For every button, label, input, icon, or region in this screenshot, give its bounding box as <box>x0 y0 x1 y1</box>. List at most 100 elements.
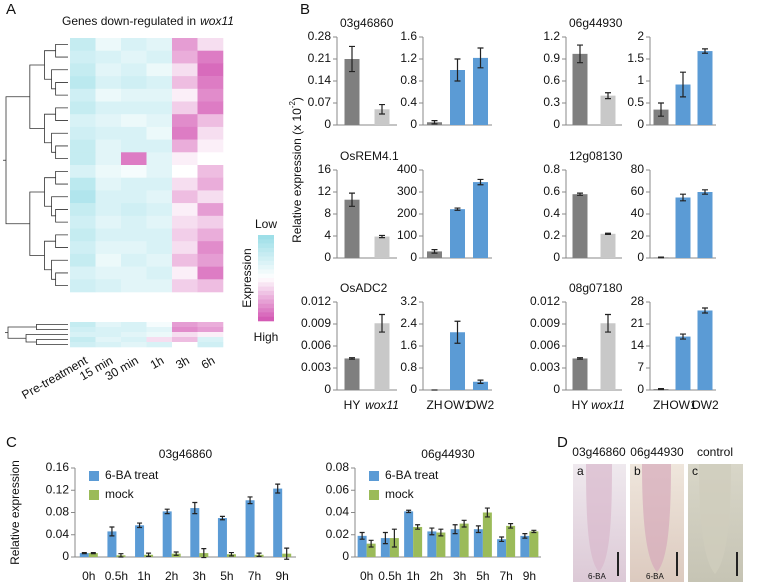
error-bar <box>461 519 467 528</box>
heatmap-cell <box>197 190 224 204</box>
heatmap-cell <box>197 253 224 267</box>
error-bar <box>109 526 115 537</box>
y-tick-label: 0.08 <box>46 505 70 519</box>
micrograph-panels: 03g46860 06g44930 control a b c 6-BA 6-B… <box>572 445 743 582</box>
heatmap-cell <box>197 50 224 64</box>
bar <box>675 197 691 258</box>
bar <box>697 310 713 390</box>
y-tick-label: 21 <box>631 316 645 330</box>
error-bar <box>379 103 385 115</box>
y-tick-label: 0.8 <box>543 162 560 176</box>
y-tick-label: 0.003 <box>530 360 560 374</box>
image-note: 6-BA <box>588 572 606 581</box>
colorbar-step <box>258 256 274 262</box>
dendrogram-branch <box>5 96 30 225</box>
heatmap-cell <box>146 228 173 242</box>
heatmap-cell <box>70 327 96 333</box>
error-bar <box>368 539 374 548</box>
heatmap-cell <box>146 165 173 178</box>
heatmap-cell <box>121 332 147 338</box>
bar <box>413 526 423 557</box>
heatmap-cell <box>172 253 198 267</box>
bar <box>135 525 145 557</box>
y-tick-label: 0 <box>324 382 331 396</box>
root-shape <box>586 464 612 572</box>
colorbar-label: Expression <box>240 248 254 307</box>
heatmap-cell <box>70 266 96 280</box>
column-label: 1h <box>148 353 167 372</box>
x-tick-label: 7h <box>499 569 512 583</box>
y-tick-label: 0.28 <box>308 29 332 43</box>
dendrogram-branch <box>51 259 68 280</box>
dendrogram-branch <box>55 234 68 248</box>
heatmap-cell <box>121 241 147 255</box>
label-close: ) <box>290 97 304 101</box>
heatmap-cell <box>95 190 122 204</box>
x-tick-label: 3h <box>453 569 466 583</box>
colorbar-step <box>258 243 274 249</box>
heatmap-cell <box>121 337 147 343</box>
bar <box>450 332 465 390</box>
y-tick-label: 80 <box>631 162 645 176</box>
colorbar-step <box>258 316 274 322</box>
heatmap-cell <box>197 327 224 333</box>
bar <box>450 529 460 557</box>
error-bar <box>349 192 355 207</box>
bar <box>450 209 465 258</box>
bar <box>273 488 283 557</box>
x-tick-label: 1h <box>137 569 150 583</box>
heatmap-cell <box>172 76 198 90</box>
colorbar-step <box>258 239 274 244</box>
colorbar-high: High <box>254 330 279 344</box>
heatmap-cell <box>172 63 198 77</box>
heatmap-cell <box>146 101 173 115</box>
y-tick-label: 0 <box>637 382 644 396</box>
dendrogram-branch <box>36 324 68 330</box>
bar <box>380 538 390 557</box>
error-bar <box>431 120 438 125</box>
bar <box>482 512 492 557</box>
colorbar-step <box>258 312 274 317</box>
dendrogram-branch <box>55 82 68 96</box>
heatmap-cell <box>95 76 122 90</box>
y-tick-label: 0.02 <box>326 527 350 541</box>
colorbar-step <box>258 286 274 292</box>
error-bar <box>658 102 664 117</box>
legend-label: mock <box>105 487 135 501</box>
x-tick-label: OW2 <box>467 398 495 412</box>
y-tick-label: 0 <box>324 250 331 264</box>
heatmap-cell <box>172 203 198 217</box>
y-tick-label: 0 <box>637 250 644 264</box>
y-tick-label: 0.012 <box>530 294 560 308</box>
error-bar <box>522 533 528 539</box>
heatmap-cell <box>172 126 198 140</box>
heatmap-cell <box>70 126 96 140</box>
heatmap-cell <box>197 342 224 348</box>
heatmap-cell <box>146 126 173 140</box>
bar <box>572 358 588 390</box>
x-tick-label: OW1 <box>669 398 697 412</box>
error-bar <box>454 207 461 211</box>
image-title: control <box>697 445 733 459</box>
heatmap-cell <box>172 139 198 153</box>
bar <box>459 523 469 557</box>
y-tick-label: 0.4 <box>543 206 560 220</box>
heatmap-cell <box>70 228 96 242</box>
heatmap-cell <box>95 279 122 293</box>
heatmap-cell <box>197 63 224 77</box>
heatmap-cell <box>146 114 173 128</box>
heatmap-cell <box>70 101 96 115</box>
error-bar <box>391 528 397 548</box>
panel-label: A <box>6 1 16 18</box>
error-bar <box>452 524 458 535</box>
error-bar <box>406 509 412 514</box>
x-tick-label: OW2 <box>691 398 719 412</box>
error-bar <box>577 357 583 360</box>
heatmap-cell <box>197 322 224 328</box>
heatmap-cell <box>172 215 198 229</box>
y-tick-label: 0.009 <box>301 316 331 330</box>
heatmap-cell <box>95 203 122 217</box>
heatmap-cell <box>70 76 96 90</box>
heatmap-cell <box>95 215 122 229</box>
error-bar <box>247 496 253 505</box>
